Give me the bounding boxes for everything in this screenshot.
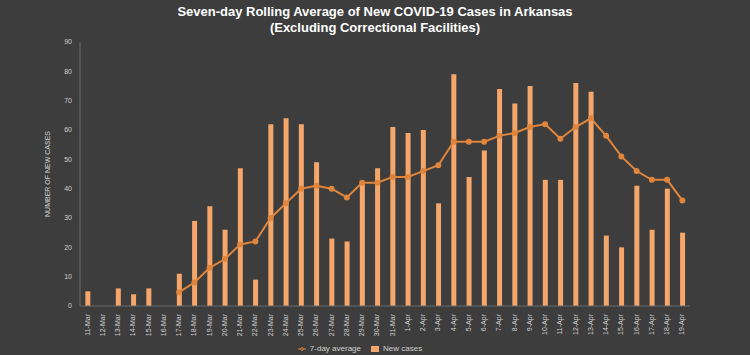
svg-text:29-Mar: 29-Mar: [358, 313, 365, 336]
svg-text:24-Mar: 24-Mar: [282, 313, 289, 336]
svg-text:18-Apr: 18-Apr: [663, 313, 671, 335]
svg-text:15-Apr: 15-Apr: [617, 313, 625, 335]
svg-text:8-Apr: 8-Apr: [511, 313, 519, 331]
svg-text:17-Mar: 17-Mar: [175, 313, 182, 336]
svg-text:14-Apr: 14-Apr: [602, 313, 610, 335]
svg-text:60: 60: [64, 126, 72, 133]
svg-text:11-Mar: 11-Mar: [84, 313, 91, 335]
svg-text:19-Mar: 19-Mar: [206, 313, 213, 336]
svg-text:2-Apr: 2-Apr: [419, 313, 427, 331]
svg-text:20-Mar: 20-Mar: [221, 313, 228, 336]
svg-text:40: 40: [64, 185, 72, 192]
html-text:New cases: New cases: [383, 344, 423, 353]
svg-text:27-Mar: 27-Mar: [328, 313, 335, 336]
svg-text:9-Apr: 9-Apr: [526, 313, 534, 331]
svg-text:16-Apr: 16-Apr: [633, 313, 641, 335]
html-text:Seven-day Rolling Average of N: Seven-day Rolling Average of New COVID-1…: [177, 4, 573, 19]
svg-text:17-Apr: 17-Apr: [648, 313, 656, 335]
svg-text:10: 10: [64, 273, 72, 280]
svg-text:90: 90: [64, 38, 72, 45]
svg-text:31-Mar: 31-Mar: [389, 313, 396, 336]
svg-text:50: 50: [64, 156, 72, 163]
svg-text:15-Mar: 15-Mar: [145, 313, 152, 336]
svg-text:3-Apr: 3-Apr: [434, 313, 442, 331]
svg-text:80: 80: [64, 68, 72, 75]
svg-text:5-Apr: 5-Apr: [465, 313, 473, 331]
svg-text:21-Mar: 21-Mar: [236, 313, 243, 336]
svg-text:13-Mar: 13-Mar: [114, 313, 121, 336]
svg-text:16-Mar: 16-Mar: [160, 313, 167, 336]
svg-text:22-Mar: 22-Mar: [251, 313, 258, 336]
svg-text:70: 70: [64, 97, 72, 104]
svg-text:10-Apr: 10-Apr: [541, 313, 549, 335]
svg-text:7-Apr: 7-Apr: [495, 313, 503, 331]
svg-text:20: 20: [64, 244, 72, 251]
svg-text:1-Apr: 1-Apr: [404, 313, 412, 331]
svg-text:0: 0: [68, 302, 72, 309]
svg-text:28-Mar: 28-Mar: [343, 313, 350, 336]
svg-text:23-Mar: 23-Mar: [267, 313, 274, 336]
svg-text:13-Apr: 13-Apr: [587, 313, 595, 335]
html-text:(Excluding Correctional Facili: (Excluding Correctional Facilities): [269, 20, 481, 35]
svg-text:18-Mar: 18-Mar: [190, 313, 197, 336]
svg-text:19-Apr: 19-Apr: [678, 313, 686, 335]
svg-text:NUMBER OF NEW CASES: NUMBER OF NEW CASES: [44, 131, 51, 217]
svg-text:26-Mar: 26-Mar: [312, 313, 319, 336]
html-text:7-day average: 7-day average: [309, 344, 361, 353]
svg-text:4-Apr: 4-Apr: [450, 313, 458, 331]
svg-text:6-Apr: 6-Apr: [480, 313, 488, 331]
svg-text:12-Apr: 12-Apr: [572, 313, 580, 335]
svg-text:14-Mar: 14-Mar: [129, 313, 136, 336]
svg-text:30-Mar: 30-Mar: [373, 313, 380, 336]
svg-text:25-Mar: 25-Mar: [297, 313, 304, 336]
svg-text:30: 30: [64, 214, 72, 221]
svg-text:11-Apr: 11-Apr: [556, 313, 564, 334]
svg-text:12-Mar: 12-Mar: [99, 313, 106, 336]
